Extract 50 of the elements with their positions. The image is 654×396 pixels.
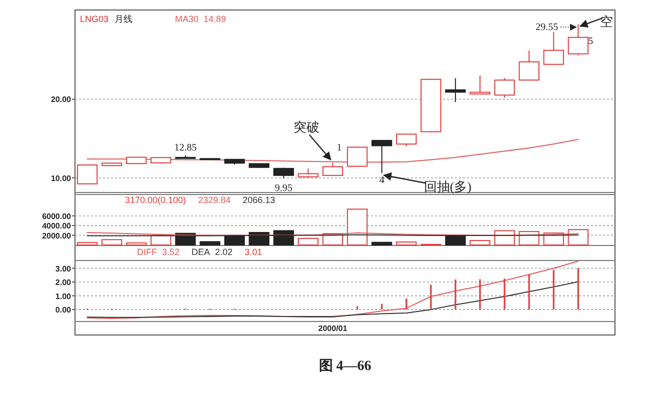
bar <box>494 230 515 246</box>
x-tick-label: 2000/01 <box>318 324 348 333</box>
y-tick-label: 6000.00 <box>42 212 72 221</box>
line-series <box>86 138 579 163</box>
bar <box>372 242 392 246</box>
y-tick-label: 2.00 <box>55 278 72 288</box>
y-tick-label: 1.00 <box>55 292 72 301</box>
caption: 图 4—66 <box>318 358 372 374</box>
annotation: 2066.13 <box>242 195 276 205</box>
annotation: 突破 <box>294 120 320 135</box>
line-series <box>86 260 579 320</box>
text: 2.02 <box>215 247 233 257</box>
annotation: 14.89 <box>204 14 226 24</box>
annotation: 3170.00(0.100) <box>125 195 186 205</box>
y-tick-label: 20.00 <box>50 95 72 104</box>
y-tick-label: 0.00 <box>55 306 72 315</box>
annotation: 5 <box>588 36 594 48</box>
bar <box>126 242 147 246</box>
annotation: 回抽(多) <box>424 179 472 194</box>
bar <box>200 241 220 246</box>
text: MA30 <box>175 14 199 24</box>
annotation: 4 <box>379 175 384 186</box>
bar <box>150 234 172 246</box>
bar <box>298 238 318 246</box>
bar <box>102 239 122 246</box>
chart-title: LNG03 <box>80 14 109 24</box>
bar <box>76 242 98 246</box>
y-tick-label: 10.00 <box>50 174 72 183</box>
text: DEA <box>192 247 210 257</box>
y-tick-label: 3.00 <box>55 264 72 274</box>
line-series <box>86 281 579 318</box>
bar <box>470 240 490 246</box>
bar <box>346 208 368 246</box>
text: 3.01 <box>244 247 262 257</box>
annotation: 1 <box>336 142 342 154</box>
y-tick-label: 2000.00 <box>42 231 72 240</box>
chart-subtitle: 月线 <box>114 14 133 24</box>
bar <box>224 234 245 246</box>
annotation: 12.85 <box>174 142 197 154</box>
text: DIFF <box>137 247 158 257</box>
y-tick-label: 4000.00 <box>42 222 72 231</box>
candlestick <box>445 78 466 103</box>
annotation: 空 <box>600 14 614 30</box>
annotation: 29.55 <box>536 22 558 34</box>
bar <box>248 232 270 246</box>
bar <box>396 241 417 246</box>
text: 3.52 <box>162 247 180 257</box>
annotation: 2329.84 <box>198 195 231 205</box>
bar <box>568 229 588 246</box>
annotation: 9.95 <box>274 183 292 194</box>
